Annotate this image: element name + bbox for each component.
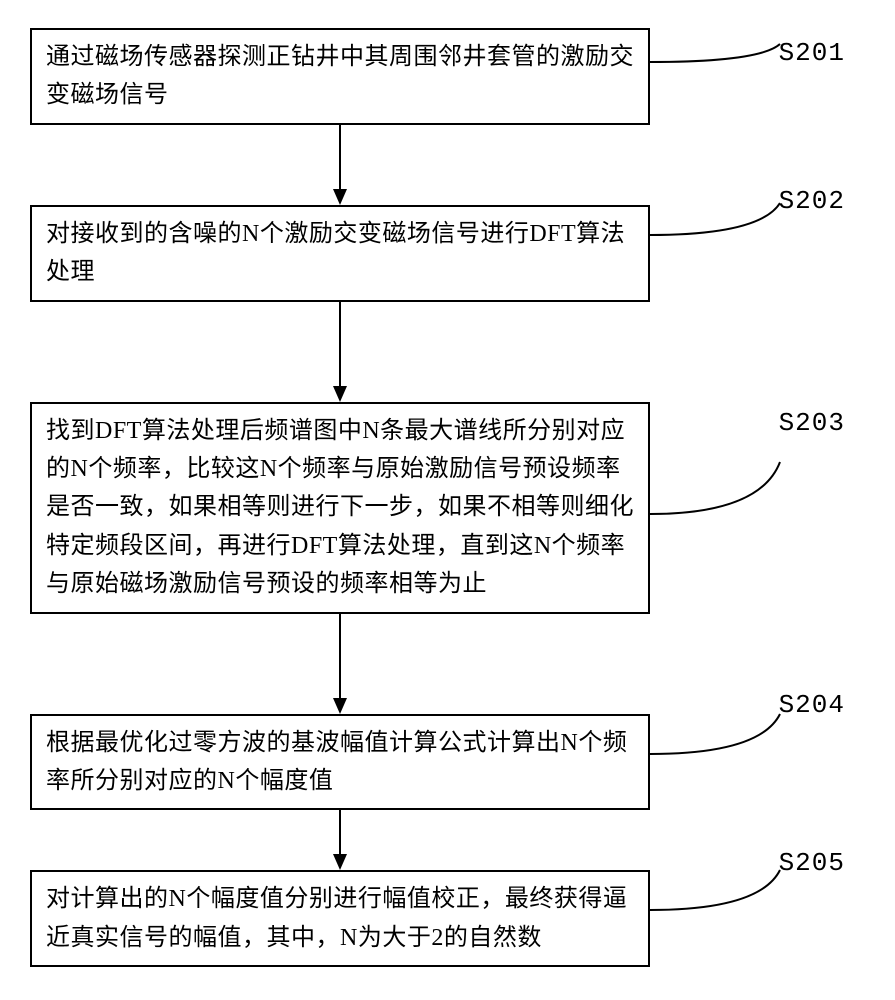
flow-arrow xyxy=(30,810,650,870)
flow-arrow xyxy=(30,614,650,714)
flowchart: 通过磁场传感器探测正钻井中其周围邻井套管的激励交变磁场信号 S201 对接收到的… xyxy=(30,28,865,967)
step-label: S201 xyxy=(779,38,845,68)
leader-line xyxy=(650,710,800,758)
step-s201: 通过磁场传感器探测正钻井中其周围邻井套管的激励交变磁场信号 xyxy=(30,28,865,125)
step-label: S204 xyxy=(779,690,845,720)
leader-line xyxy=(650,42,800,64)
step-box: 对接收到的含噪的N个激励交变磁场信号进行DFT算法处理 xyxy=(30,205,650,302)
step-label: S203 xyxy=(779,408,845,438)
step-box: 找到DFT算法处理后频谱图中N条最大谱线所分别对应的N个频率，比较这N个频率与原… xyxy=(30,402,650,614)
flow-arrow xyxy=(30,302,650,402)
step-text: 根据最优化过零方波的基波幅值计算公式计算出N个频率所分别对应的N个幅度值 xyxy=(46,724,634,801)
leader-line xyxy=(650,199,800,239)
step-s203: 找到DFT算法处理后频谱图中N条最大谱线所分别对应的N个频率，比较这N个频率与原… xyxy=(30,402,865,614)
step-s205: 对计算出的N个幅度值分别进行幅值校正，最终获得逼近真实信号的幅值，其中，N为大于… xyxy=(30,870,865,967)
step-label: S205 xyxy=(779,848,845,878)
step-text: 通过磁场传感器探测正钻井中其周围邻井套管的激励交变磁场信号 xyxy=(46,38,634,115)
flow-arrow xyxy=(30,125,650,205)
step-box: 根据最优化过零方波的基波幅值计算公式计算出N个频率所分别对应的N个幅度值 xyxy=(30,714,650,811)
step-s202: 对接收到的含噪的N个激励交变磁场信号进行DFT算法处理 xyxy=(30,205,865,302)
step-box: 对计算出的N个幅度值分别进行幅值校正，最终获得逼近真实信号的幅值，其中，N为大于… xyxy=(30,870,650,967)
step-s204: 根据最优化过零方波的基波幅值计算公式计算出N个频率所分别对应的N个幅度值 xyxy=(30,714,865,811)
leader-line xyxy=(650,866,800,914)
step-box: 通过磁场传感器探测正钻井中其周围邻井套管的激励交变磁场信号 xyxy=(30,28,650,125)
step-text: 对接收到的含噪的N个激励交变磁场信号进行DFT算法处理 xyxy=(46,215,634,292)
step-label: S202 xyxy=(779,186,845,216)
step-text: 对计算出的N个幅度值分别进行幅值校正，最终获得逼近真实信号的幅值，其中，N为大于… xyxy=(46,880,634,957)
leader-line xyxy=(650,458,800,518)
step-text: 找到DFT算法处理后频谱图中N条最大谱线所分别对应的N个频率，比较这N个频率与原… xyxy=(46,412,634,604)
